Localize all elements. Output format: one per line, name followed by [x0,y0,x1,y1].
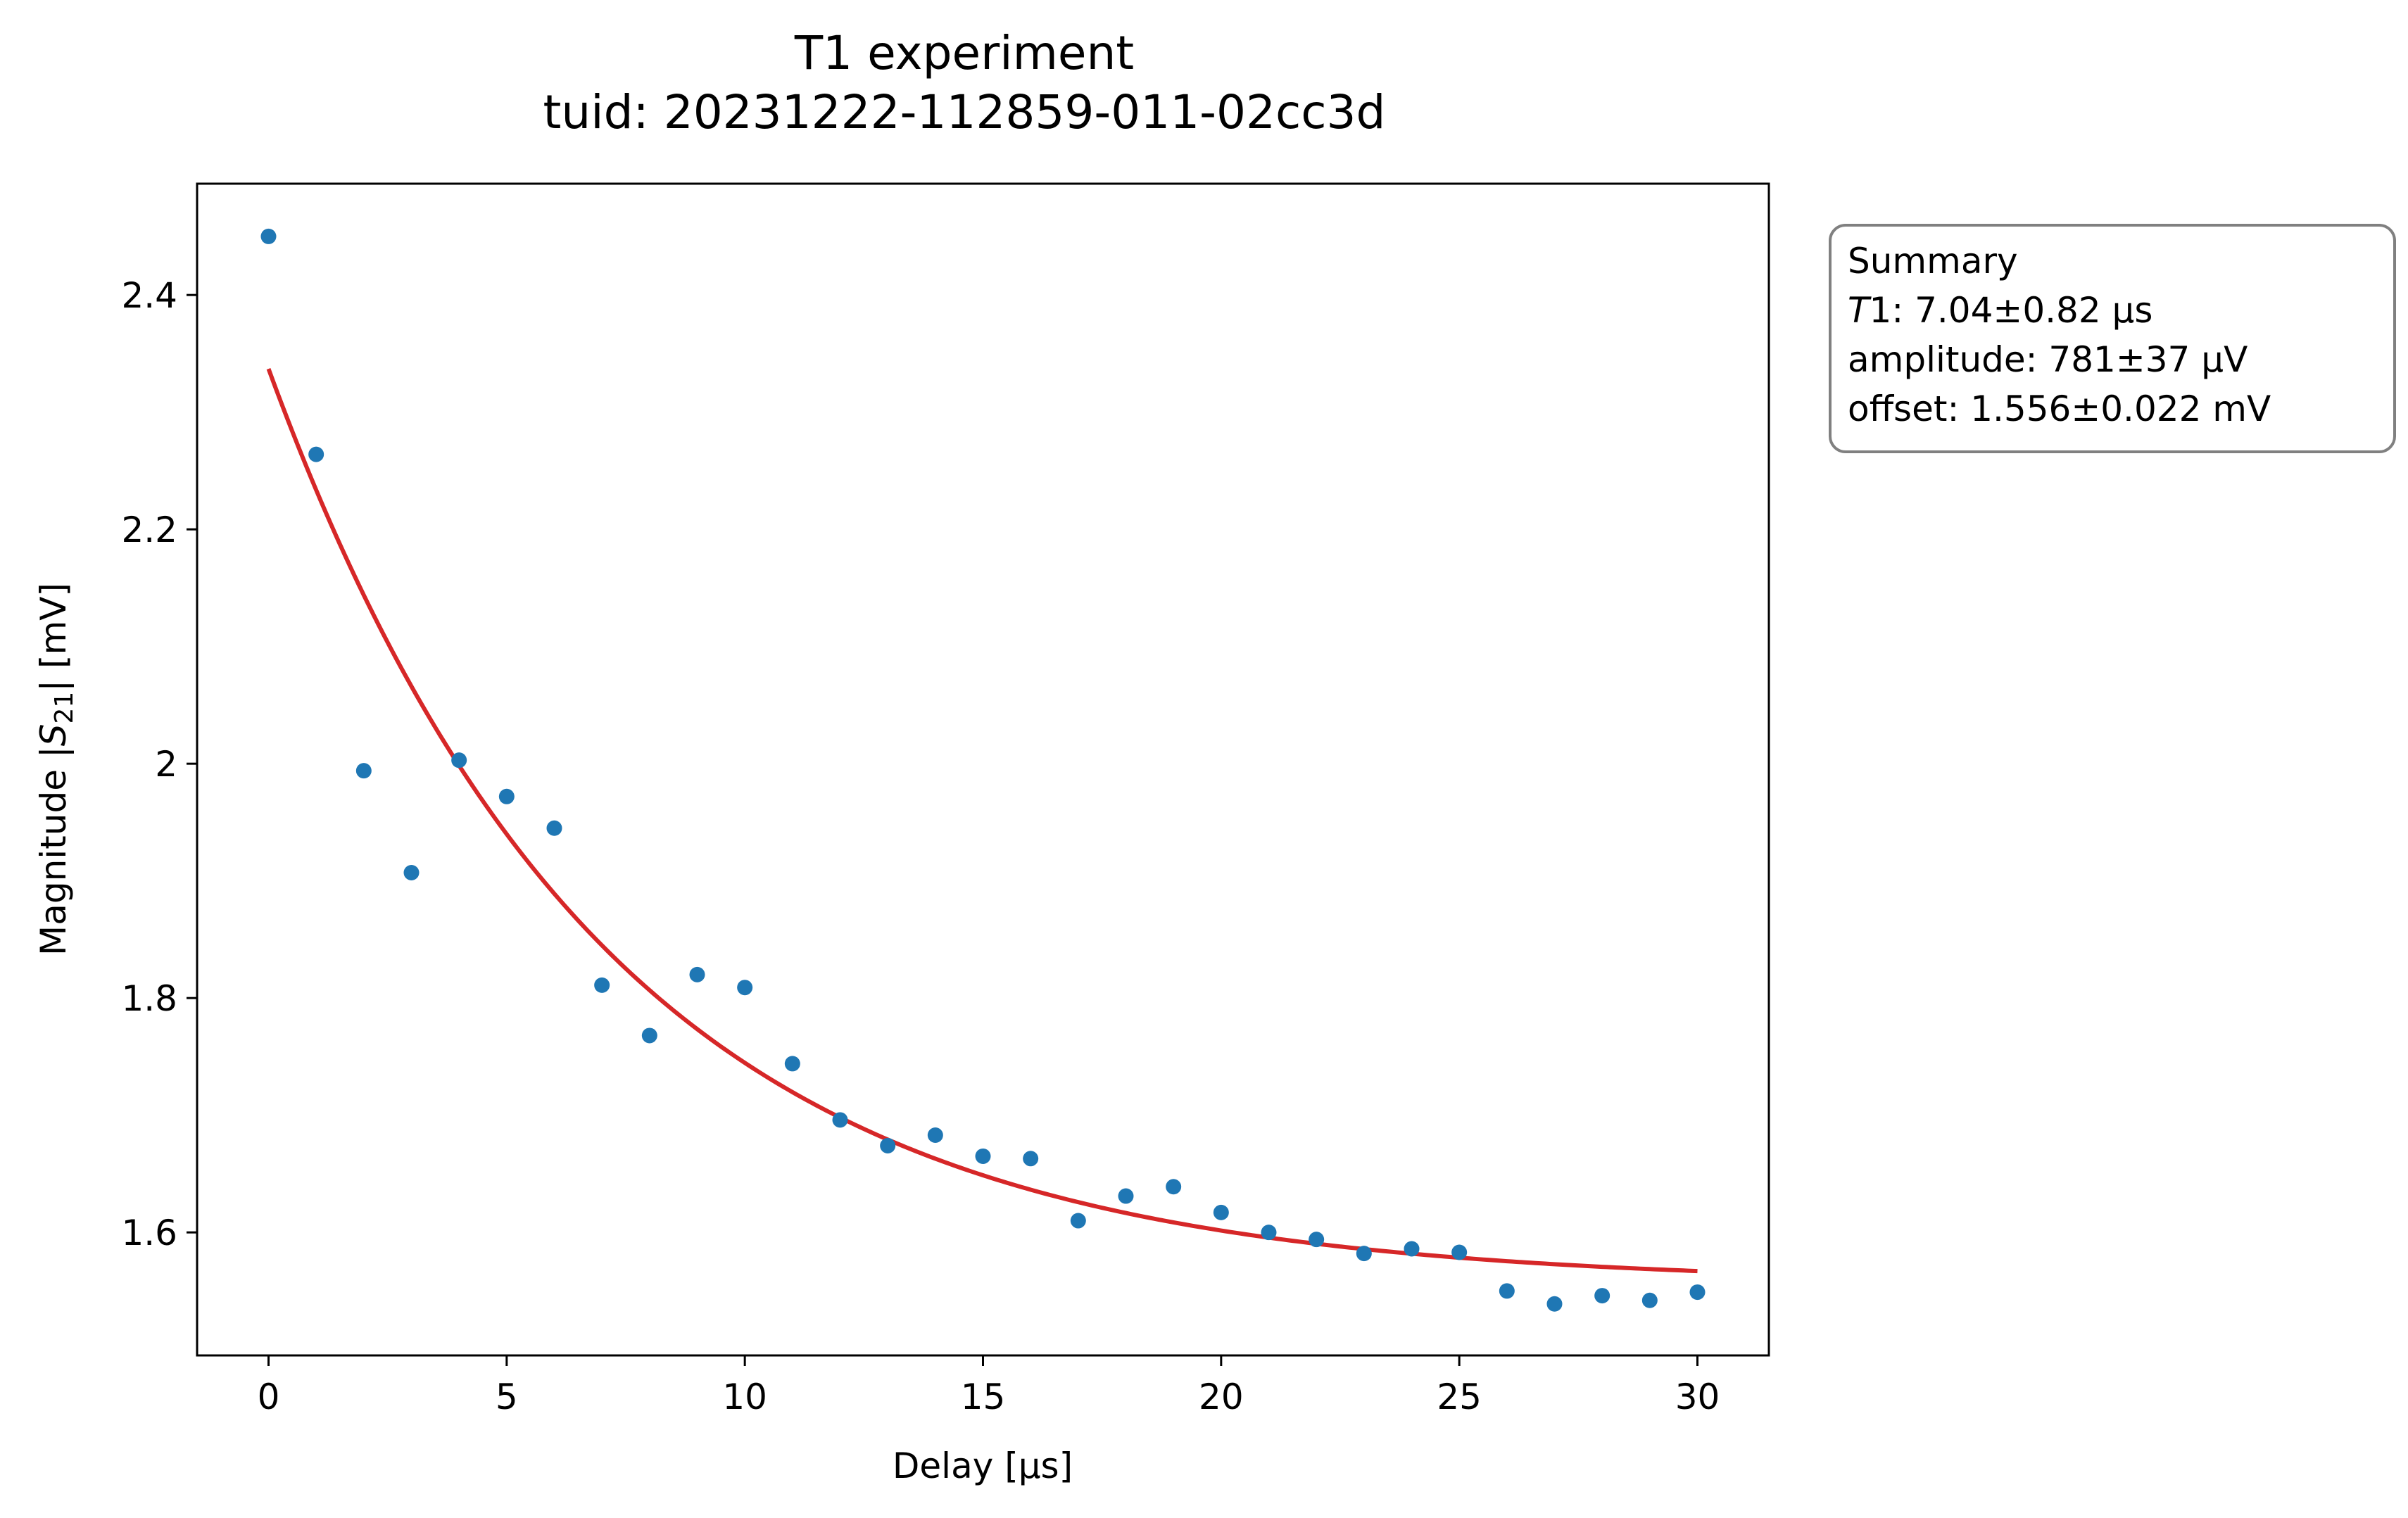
data-points-layer [260,228,1706,1312]
y-axis-label-suffix: | [mV] [33,583,74,692]
summary-header: Summary [1848,241,2018,282]
x-tick-label: 30 [1675,1377,1720,1417]
data-point [1261,1225,1277,1241]
data-point [784,1056,800,1072]
data-point [1641,1292,1658,1308]
y-tick-label: 1.6 [121,1213,177,1253]
data-point [1118,1188,1134,1204]
y-tick-label: 2.4 [121,275,177,316]
data-point [403,865,420,881]
y-tick-label: 1.8 [121,978,177,1019]
summary-line-offset: offset: 1.556±0.022 mV [1848,388,2271,429]
data-point [308,446,324,462]
data-point [1404,1241,1420,1257]
x-tick-label: 10 [722,1377,767,1417]
x-axis-label: Delay [µs] [893,1446,1073,1486]
data-point [689,966,705,982]
data-point [1451,1244,1468,1260]
data-point [1546,1296,1563,1312]
data-point [451,752,467,769]
x-tick-label: 5 [496,1377,518,1417]
summary-line-t1: T1: 7.04±0.82 µs [1848,290,2152,331]
data-point [927,1127,943,1143]
y-axis-label-subscript: 21 [50,692,79,724]
data-point [641,1027,657,1044]
y-axis-label-prefix: Magnitude | [33,746,74,956]
x-axis-ticks: 0 5 10 15 20 25 30 [258,1355,1720,1417]
data-point [498,788,515,804]
data-point [1689,1284,1706,1301]
y-tick-label: 2.2 [121,510,177,550]
summary-box-frame [1829,224,2396,453]
summary-line-amplitude: amplitude: 781±37 µV [1848,339,2248,380]
data-point [1070,1213,1086,1229]
data-point [355,763,372,779]
data-point [260,228,277,244]
x-tick-label: 0 [258,1377,280,1417]
data-point [594,977,610,993]
data-point [1594,1288,1610,1304]
data-point [1309,1232,1325,1248]
data-point [880,1137,896,1153]
plot-frame [196,182,1770,1357]
data-point [1213,1204,1229,1220]
data-point [1499,1283,1515,1299]
y-tick-label: 2 [155,744,177,785]
summary-box: Summary T1: 7.04±0.82 µs amplitude: 781±… [1829,224,2396,453]
y-axis-ticks: 1.6 1.8 2 2.2 2.4 [121,275,197,1253]
data-point [1166,1179,1182,1195]
y-axis-label: Magnitude |S21| [mV] [33,583,79,956]
data-point [546,820,562,836]
x-tick-label: 25 [1437,1377,1482,1417]
data-point [1023,1151,1039,1167]
data-point [737,980,753,996]
data-point [832,1112,848,1128]
data-point [1356,1246,1372,1262]
x-tick-label: 20 [1199,1377,1244,1417]
x-tick-label: 15 [961,1377,1006,1417]
data-point [975,1148,991,1164]
y-axis-label-symbol: S [33,724,74,747]
chart-title: T1 experiment [794,26,1134,80]
chart-subtitle: tuid: 20231222-112859-011-02cc3d [543,85,1386,139]
